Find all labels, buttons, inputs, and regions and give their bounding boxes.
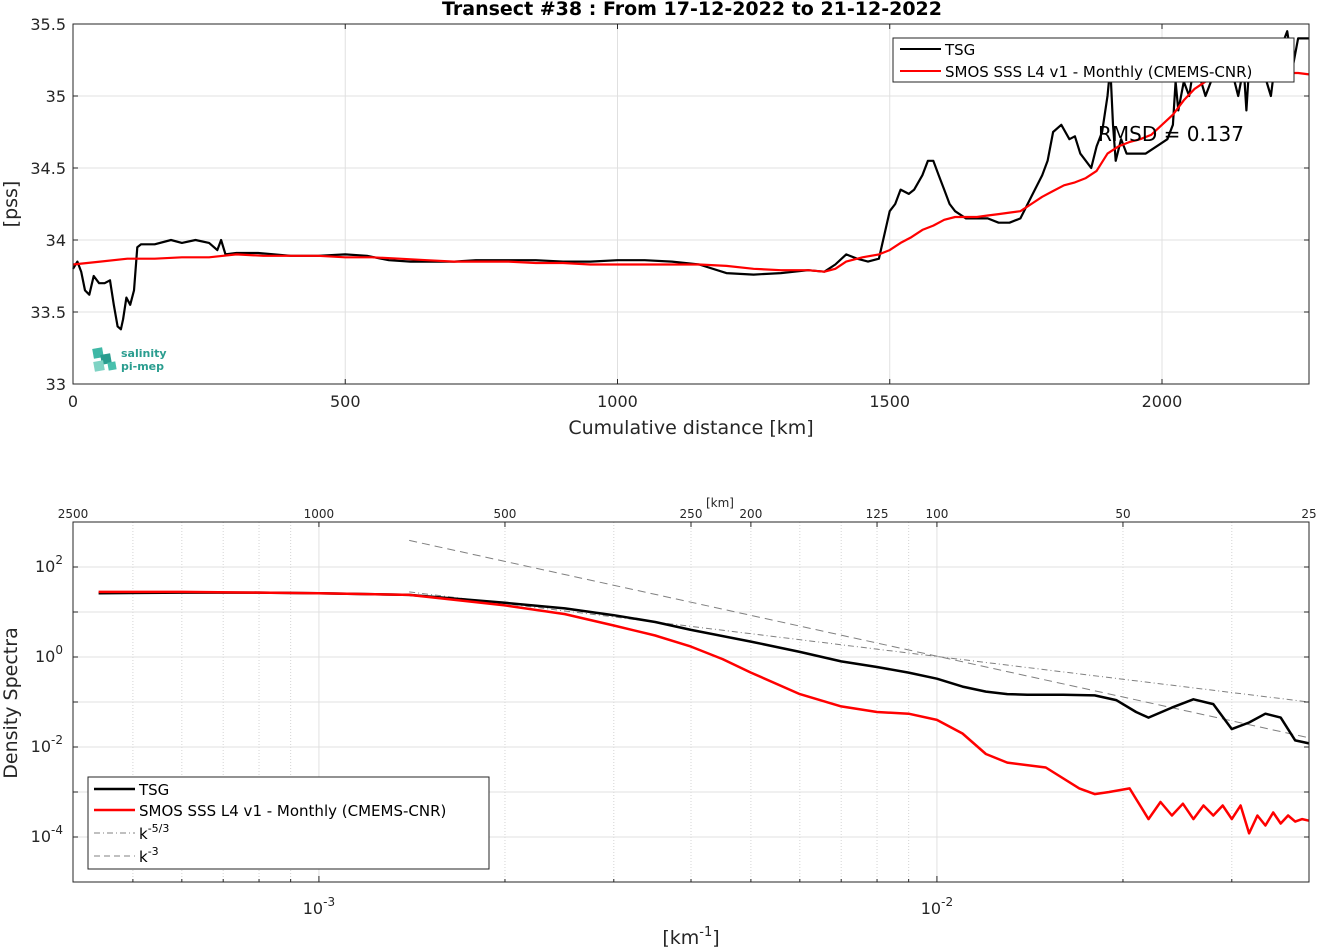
top-legend-label-smos: SMOS SSS L4 v1 - Monthly (CMEMS-CNR) bbox=[945, 63, 1252, 81]
bottom-legend-label-k3-exp: -3 bbox=[148, 845, 159, 858]
bottom-x-tick-label-exp: -3 bbox=[323, 895, 335, 909]
top-x-axis-label: Cumulative distance [km] bbox=[568, 417, 813, 439]
bottom-y-tick-label-exp: -2 bbox=[51, 733, 63, 747]
bottom-x-tick-label-base: 10 bbox=[303, 899, 323, 918]
top-axes-box bbox=[72, 23, 1310, 385]
bottom-series-line-k53 bbox=[409, 591, 1310, 703]
bottom-legend: TSG SMOS SSS L4 v1 - Monthly (CMEMS-CNR)… bbox=[87, 776, 490, 870]
bottom-legend-label-smos: SMOS SSS L4 v1 - Monthly (CMEMS-CNR) bbox=[139, 802, 446, 820]
top-y-tick-label: 35.5 bbox=[30, 15, 66, 34]
top-plot-area bbox=[73, 24, 1309, 384]
top-series-line-tsg bbox=[72, 30, 1309, 331]
top-y-tick-label: 34.5 bbox=[30, 159, 66, 178]
bottom-legend-label-k53: k-5/3 bbox=[139, 822, 169, 843]
top-y-tick-label: 33 bbox=[46, 375, 66, 394]
top-km-tick-label: 50 bbox=[1115, 507, 1130, 521]
bottom-series-line-tsg bbox=[98, 591, 1310, 745]
top-km-axis-label: [km] bbox=[706, 496, 734, 510]
bottom-series-line-smos bbox=[98, 590, 1310, 835]
bottom-legend-label-tsg: TSG bbox=[138, 781, 169, 799]
bottom-y-tick-label: 10-2 bbox=[31, 733, 63, 756]
logo-square-3 bbox=[93, 360, 105, 372]
bottom-legend-label-k3-base: k bbox=[139, 848, 148, 866]
bottom-y-tick-label-base: 10 bbox=[31, 737, 51, 756]
bottom-series-line-k3 bbox=[409, 539, 1310, 739]
rmsd-annotation: RMSD = 0.137 bbox=[1098, 122, 1244, 146]
bottom-y-tick-label: 102 bbox=[35, 553, 63, 576]
bottom-legend-label-k53-exp: -5/3 bbox=[148, 822, 170, 835]
top-km-tick-label: 2500 bbox=[58, 507, 89, 521]
bottom-x-axis-label-base: [km bbox=[662, 927, 699, 948]
top-x-tick-label: 0 bbox=[68, 392, 78, 411]
top-km-tick-label: 100 bbox=[925, 507, 948, 521]
bottom-y-tick-label: 100 bbox=[35, 643, 63, 666]
bottom-x-tick-label: 10-2 bbox=[921, 895, 953, 918]
top-legend: TSG SMOS SSS L4 v1 - Monthly (CMEMS-CNR) bbox=[892, 37, 1295, 83]
top-legend-label-tsg: TSG bbox=[944, 41, 975, 59]
top-x-tick-label: 1500 bbox=[869, 392, 910, 411]
bottom-x-tick-label-exp: -2 bbox=[941, 895, 953, 909]
bottom-x-tick-label-base: 10 bbox=[921, 899, 941, 918]
top-y-tick-label: 34 bbox=[46, 231, 66, 250]
logo-text-pi-mep: pi-mep bbox=[121, 360, 164, 373]
top-y-tick-label: 33.5 bbox=[30, 303, 66, 322]
top-x-tick-label: 500 bbox=[330, 392, 361, 411]
bottom-y-tick-label-exp: -4 bbox=[51, 823, 63, 837]
logo-square-4 bbox=[107, 361, 117, 371]
top-series bbox=[72, 30, 1310, 331]
top-km-tick-label: 125 bbox=[866, 507, 889, 521]
top-y-tick-label: 35 bbox=[46, 87, 66, 106]
top-km-tick-label: 500 bbox=[494, 507, 517, 521]
bottom-x-axis-label-exp: -1 bbox=[699, 925, 712, 940]
bottom-y-tick-label-exp: 2 bbox=[55, 553, 63, 567]
top-km-tick-label: 1000 bbox=[304, 507, 335, 521]
top-series-line-smos bbox=[72, 71, 1310, 273]
top-km-tick-label: 250 bbox=[680, 507, 703, 521]
bottom-y-tick-label-base: 10 bbox=[35, 647, 55, 666]
bottom-y-tick-label-base: 10 bbox=[35, 557, 55, 576]
top-km-tick-label: 200 bbox=[739, 507, 762, 521]
logo-text-salinity: salinity bbox=[121, 347, 167, 360]
bottom-legend-label-k53-base: k bbox=[139, 825, 148, 843]
bottom-y-tick-label-base: 10 bbox=[31, 827, 51, 846]
bottom-legend-box bbox=[87, 776, 490, 870]
bottom-y-tick-label: 10-4 bbox=[31, 823, 63, 846]
top-ticks: 0 500 1000 1500 2000 33 33.5 34 34.5 35 35.5 bbox=[30, 15, 1309, 411]
top-panel: Transect #38 : From 17-12-2022 to 21-12-… bbox=[0, 0, 1310, 439]
chart-title: Transect #38 : From 17-12-2022 to 21-12-… bbox=[442, 0, 942, 20]
top-y-axis-label: [pss] bbox=[0, 181, 22, 228]
top-x-tick-label: 1000 bbox=[597, 392, 638, 411]
bottom-y-tick-label-exp: 0 bbox=[55, 643, 63, 657]
bottom-x-tick-label: 10-3 bbox=[303, 895, 335, 918]
bottom-series bbox=[98, 539, 1310, 835]
bottom-x-axis-label-close: ] bbox=[712, 927, 719, 948]
top-legend-box bbox=[892, 37, 1295, 83]
top-grid bbox=[73, 24, 1309, 384]
salinity-pi-mep-logo: salinity pi-mep bbox=[92, 347, 167, 373]
top-x-tick-label: 2000 bbox=[1142, 392, 1183, 411]
bottom-y-axis-label: Density Spectra bbox=[0, 627, 22, 778]
bottom-x-axis-label: [km-1] bbox=[662, 925, 719, 948]
bottom-legend-label-k3: k-3 bbox=[139, 845, 159, 866]
top-km-tick-label: 25 bbox=[1301, 507, 1316, 521]
